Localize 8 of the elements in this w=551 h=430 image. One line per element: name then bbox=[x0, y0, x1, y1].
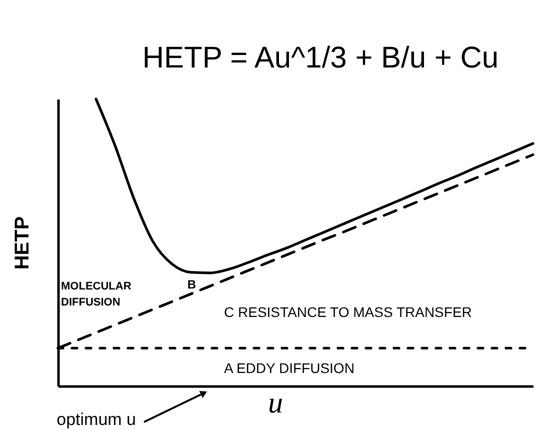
annotation: A EDDY DIFFUSION bbox=[224, 360, 354, 376]
annotation: B bbox=[187, 278, 196, 292]
annotation: C RESISTANCE TO MASS TRANSFER bbox=[224, 304, 472, 320]
x-axis-title: u bbox=[268, 386, 283, 420]
annotation: MOLECULAR DIFFUSION bbox=[61, 280, 132, 309]
text: optimum u bbox=[56, 410, 136, 429]
y-axis-title: HETP bbox=[12, 216, 34, 270]
chart-title: HETP = Au^1/3 + B/u + Cu bbox=[142, 42, 499, 75]
